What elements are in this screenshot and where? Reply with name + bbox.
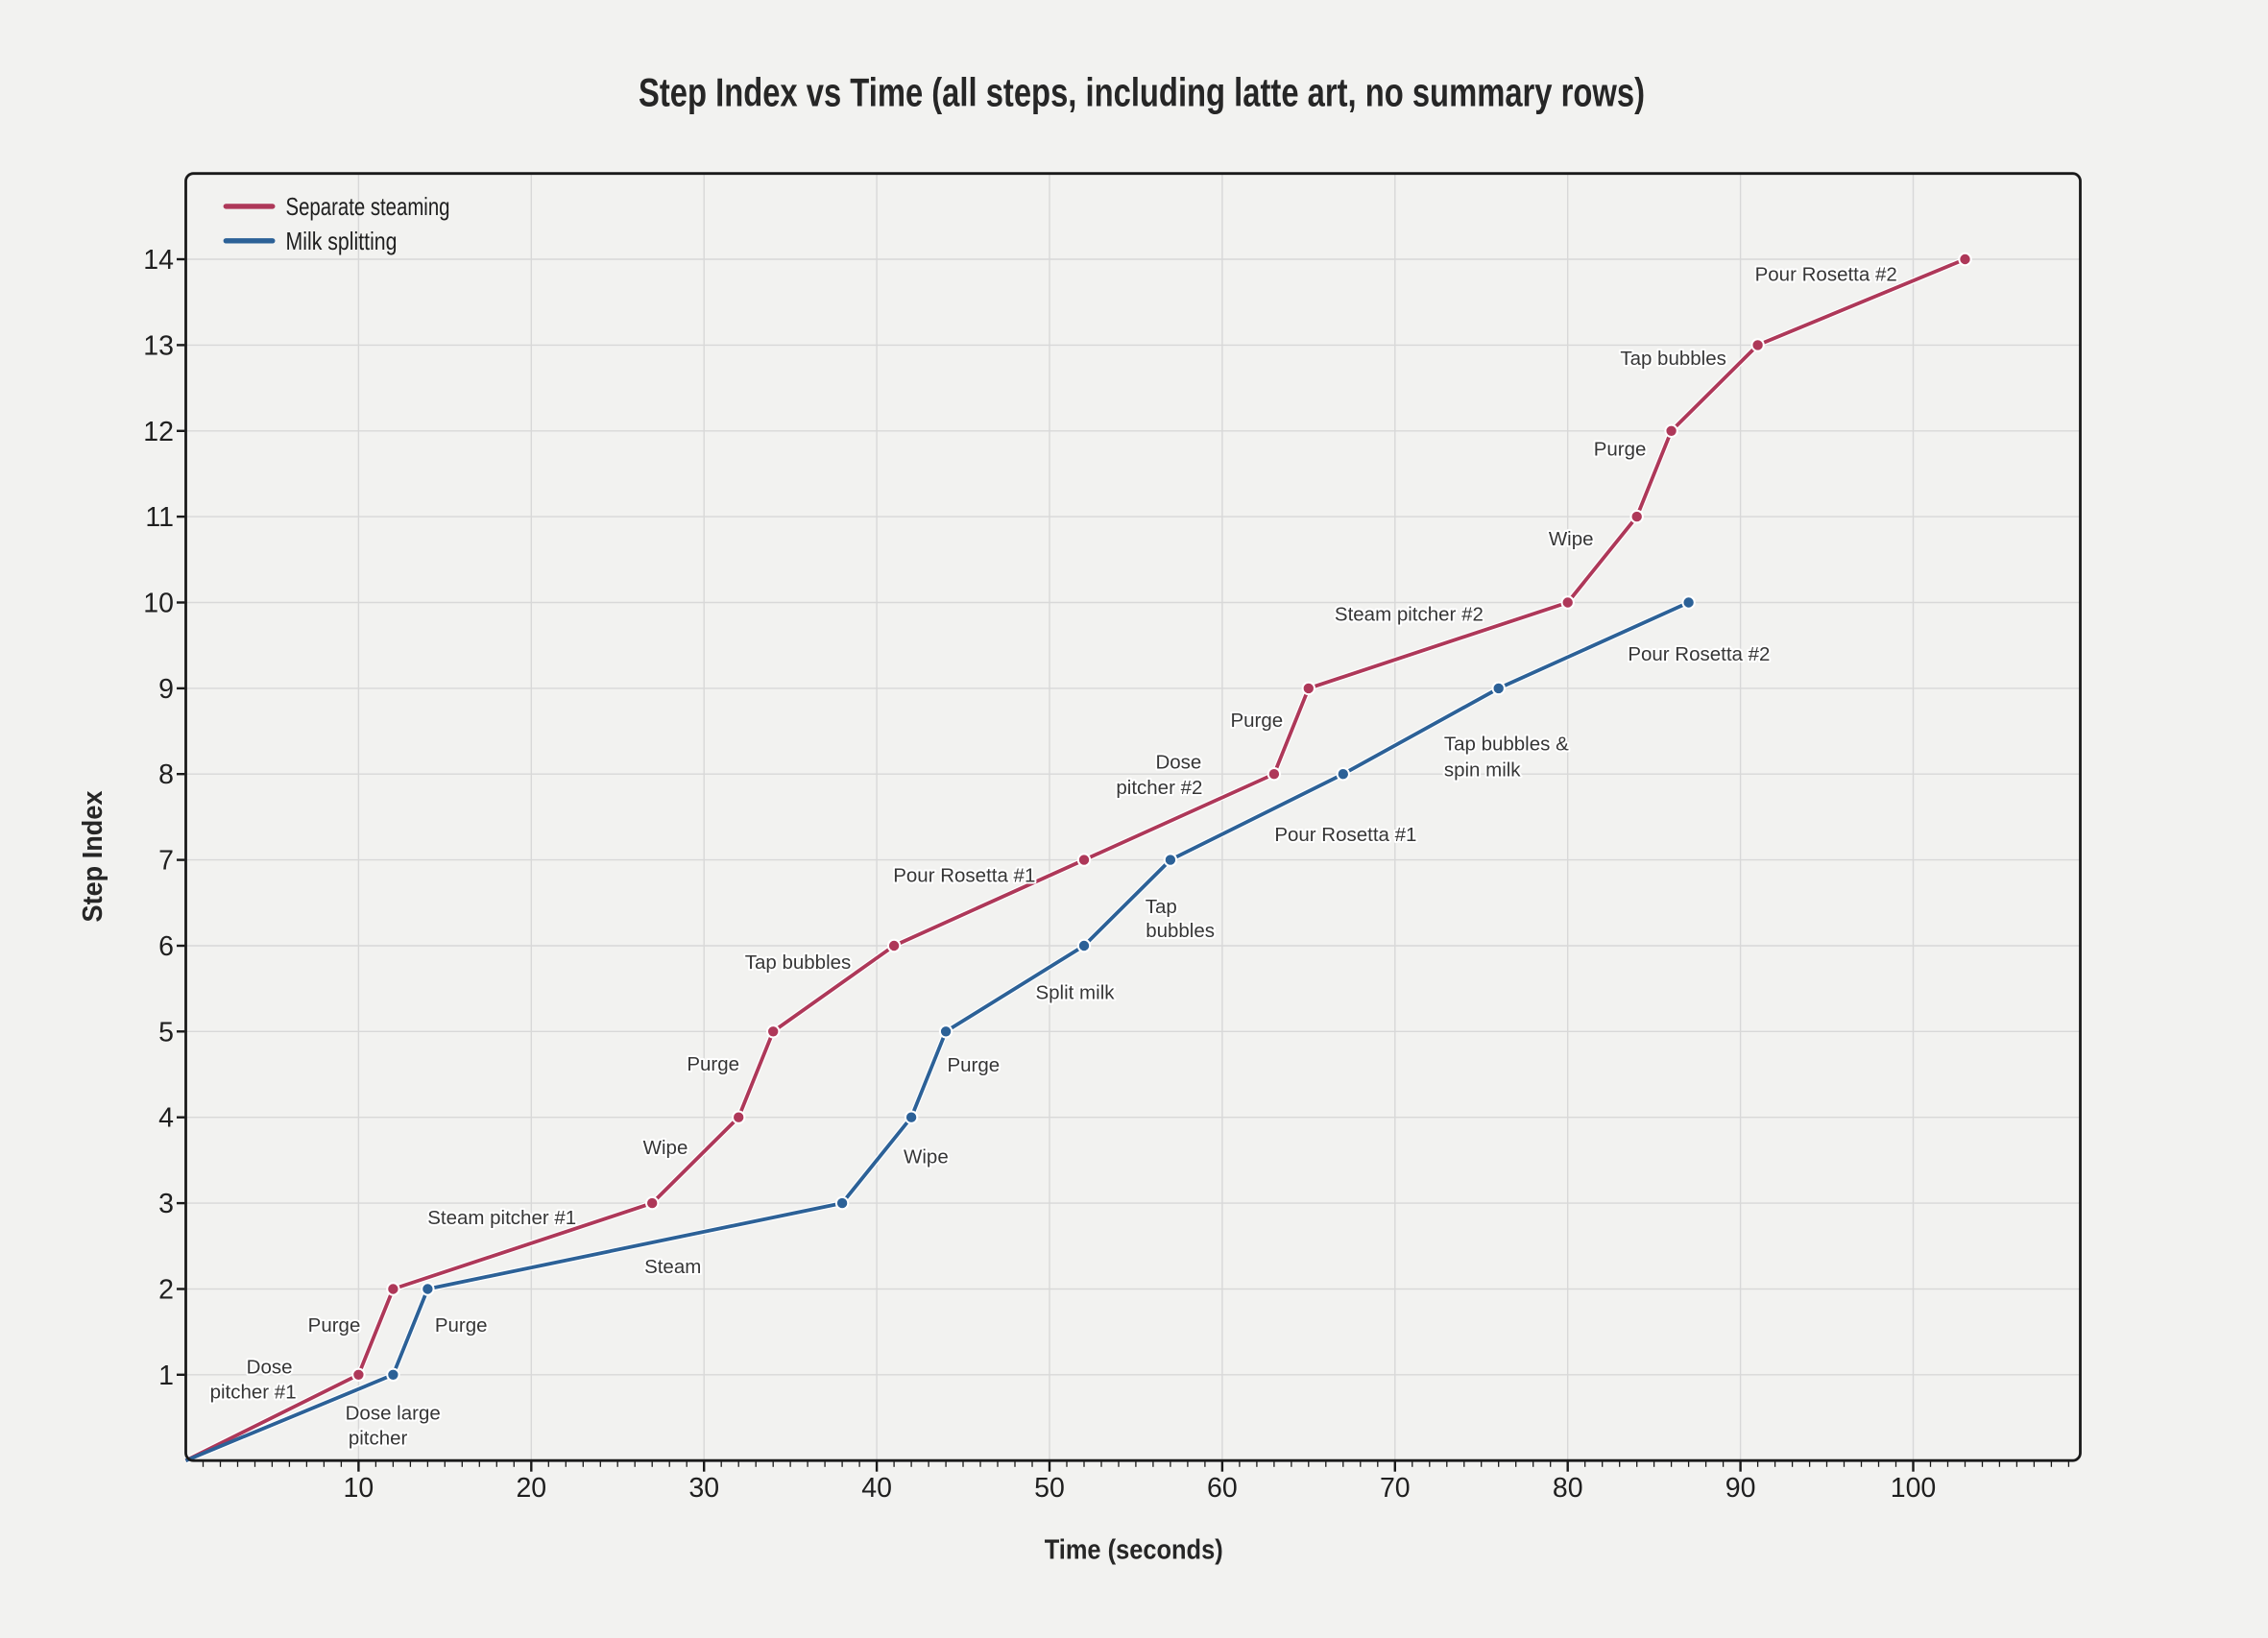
svg-text:10: 10: [143, 589, 174, 619]
svg-text:6: 6: [158, 931, 174, 962]
svg-text:1: 1: [158, 1361, 174, 1391]
svg-text:Wipe: Wipe: [904, 1146, 949, 1168]
svg-text:60: 60: [1207, 1473, 1238, 1504]
svg-text:Wipe: Wipe: [643, 1137, 688, 1159]
svg-text:Purge: Purge: [435, 1314, 488, 1337]
svg-text:100: 100: [1891, 1473, 1937, 1504]
svg-text:Purge: Purge: [308, 1314, 361, 1337]
svg-text:80: 80: [1553, 1473, 1583, 1504]
svg-text:Split milk: Split milk: [1035, 981, 1115, 1003]
svg-text:pitcher: pitcher: [349, 1428, 408, 1450]
svg-text:Milk splitting: Milk splitting: [286, 227, 398, 255]
svg-text:Purge: Purge: [947, 1054, 1000, 1076]
svg-text:Purge: Purge: [687, 1053, 739, 1075]
svg-text:40: 40: [861, 1473, 892, 1504]
svg-text:14: 14: [143, 245, 174, 276]
svg-text:Steam pitcher #1: Steam pitcher #1: [427, 1207, 576, 1229]
svg-text:90: 90: [1725, 1473, 1756, 1504]
svg-text:11: 11: [145, 502, 174, 533]
svg-text:7: 7: [158, 846, 174, 877]
svg-text:Steam: Steam: [644, 1256, 701, 1278]
svg-text:Tap: Tap: [1146, 896, 1177, 918]
svg-text:Pour Rosetta #1: Pour Rosetta #1: [1274, 824, 1416, 846]
svg-text:Step Index vs Time (all steps,: Step Index vs Time (all steps, including…: [639, 69, 1645, 114]
svg-text:50: 50: [1034, 1473, 1065, 1504]
svg-text:pitcher #1: pitcher #1: [210, 1382, 297, 1404]
svg-text:30: 30: [688, 1473, 719, 1504]
svg-text:20: 20: [516, 1473, 546, 1504]
svg-text:13: 13: [143, 330, 174, 361]
svg-text:2: 2: [158, 1275, 174, 1306]
svg-text:Step Index: Step Index: [78, 791, 109, 923]
svg-text:Time (seconds): Time (seconds): [1045, 1535, 1223, 1566]
svg-text:Dose large: Dose large: [346, 1403, 441, 1425]
svg-text:Pour Rosetta #1: Pour Rosetta #1: [893, 865, 1035, 887]
svg-text:bubbles: bubbles: [1146, 920, 1215, 942]
svg-text:70: 70: [1380, 1473, 1411, 1504]
svg-text:4: 4: [158, 1103, 174, 1134]
svg-text:Tap bubbles &: Tap bubbles &: [1444, 733, 1569, 755]
svg-text:Purge: Purge: [1230, 710, 1283, 732]
svg-text:5: 5: [158, 1017, 174, 1048]
svg-text:spin milk: spin milk: [1444, 759, 1521, 782]
svg-text:Tap bubbles: Tap bubbles: [745, 951, 852, 974]
svg-text:Separate steaming: Separate steaming: [286, 192, 450, 221]
svg-text:Wipe: Wipe: [1549, 528, 1594, 550]
svg-text:12: 12: [143, 417, 174, 447]
svg-text:Dose: Dose: [1155, 752, 1201, 774]
svg-text:9: 9: [158, 674, 174, 705]
svg-text:10: 10: [344, 1473, 374, 1504]
svg-text:3: 3: [158, 1189, 174, 1219]
svg-text:pitcher #2: pitcher #2: [1116, 777, 1202, 799]
svg-text:Steam pitcher #2: Steam pitcher #2: [1335, 604, 1484, 626]
svg-text:Purge: Purge: [1594, 439, 1647, 461]
svg-text:8: 8: [158, 759, 174, 790]
svg-text:Pour Rosetta #2: Pour Rosetta #2: [1628, 643, 1770, 665]
svg-text:Tap bubbles: Tap bubbles: [1620, 348, 1726, 370]
svg-text:Dose: Dose: [247, 1357, 293, 1379]
svg-text:Pour Rosetta #2: Pour Rosetta #2: [1755, 264, 1897, 286]
